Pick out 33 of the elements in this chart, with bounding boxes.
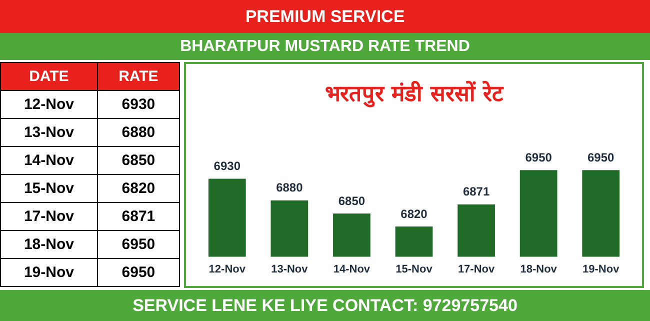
footer-banner: SERVICE LENE KE LIYE CONTACT: 9729757540 (0, 290, 650, 321)
data-label: 6950 (588, 150, 615, 164)
x-tick-label: 19-Nov (582, 263, 620, 276)
data-label: 6871 (462, 184, 490, 199)
data-label: 6850 (338, 194, 366, 208)
x-tick-label: 12-Nov (208, 263, 246, 276)
text: RATE (97, 62, 180, 90)
category-label: 18-Nov (24, 236, 74, 253)
category-label: 13-Nov (24, 124, 74, 141)
category-label: 17-Nov (24, 208, 74, 225)
text: 6850 (97, 146, 180, 174)
category-label: 12-Nov (24, 96, 74, 113)
text: 6880 (97, 118, 180, 146)
title-banner: BHARATPUR MUSTARD RATE TREND (0, 33, 650, 60)
text: DATE (0, 62, 98, 90)
data-label: 6820 (400, 206, 428, 221)
text: 6930 (97, 90, 180, 118)
data-label: 6950 (525, 150, 552, 164)
x-tick-label: 15-Nov (396, 263, 434, 276)
text: 6950 (97, 230, 180, 258)
x-tick-label: 18-Nov (520, 263, 558, 276)
category-label: 14-Nov (24, 152, 74, 169)
text: 6950 (97, 258, 180, 286)
x-tick-label: 13-Nov (271, 263, 309, 276)
data-label: 6880 (276, 180, 304, 195)
header-banner: PREMIUM SERVICE (0, 0, 650, 33)
category-label: 15-Nov (24, 180, 74, 197)
data-label: 6930 (214, 159, 241, 174)
x-tick-label: 17-Nov (458, 263, 496, 276)
chart-subtitle: भरतपुर मंडी सरसों रेट (325, 80, 504, 108)
x-tick-label: 14-Nov (333, 263, 371, 276)
text: 6871 (97, 202, 180, 230)
text: 6820 (97, 174, 180, 202)
